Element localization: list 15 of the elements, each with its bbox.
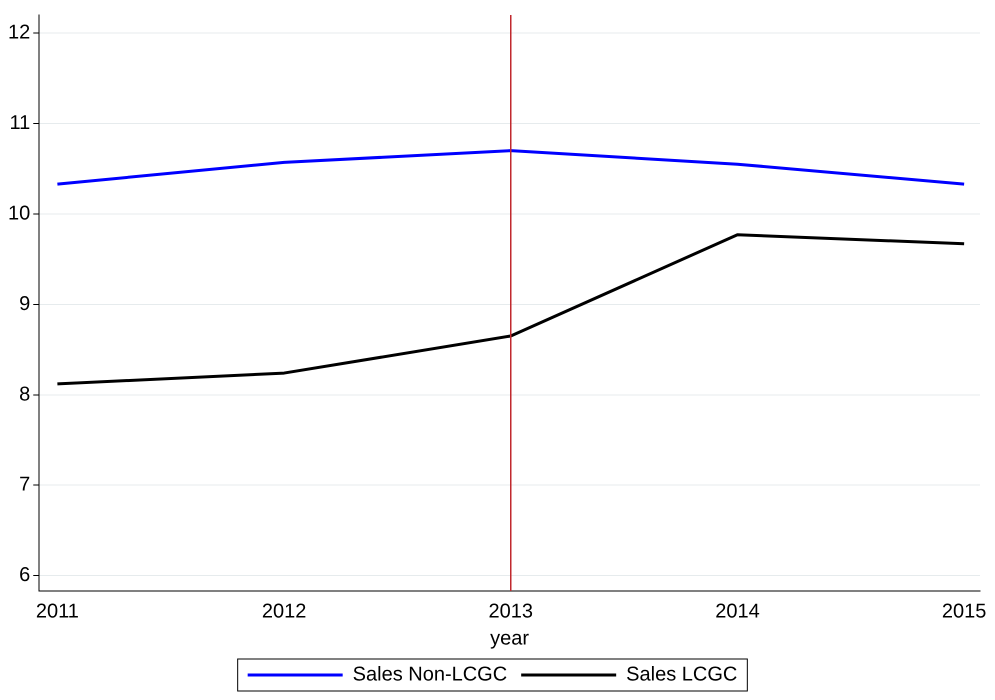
y-tick-label: 6	[19, 564, 30, 586]
x-tick-label: 2013	[488, 600, 534, 623]
y-tick-label: 10	[8, 202, 30, 224]
legend-label: Sales LCGC	[626, 664, 738, 686]
x-axis-title: year	[490, 628, 530, 650]
y-tick-label: 11	[9, 112, 30, 134]
x-tick-label: 2012	[262, 600, 306, 623]
x-tick-label: 2014	[715, 600, 760, 623]
x-tick-label: 2011	[36, 600, 79, 623]
y-tick-label: 8	[19, 383, 30, 406]
y-tick-label: 12	[8, 22, 30, 44]
y-tick-label: 9	[19, 292, 30, 315]
y-tick-label: 7	[19, 474, 30, 496]
x-tick-label: 2015	[942, 600, 986, 623]
legend-label: Sales Non-LCGC	[352, 664, 508, 686]
